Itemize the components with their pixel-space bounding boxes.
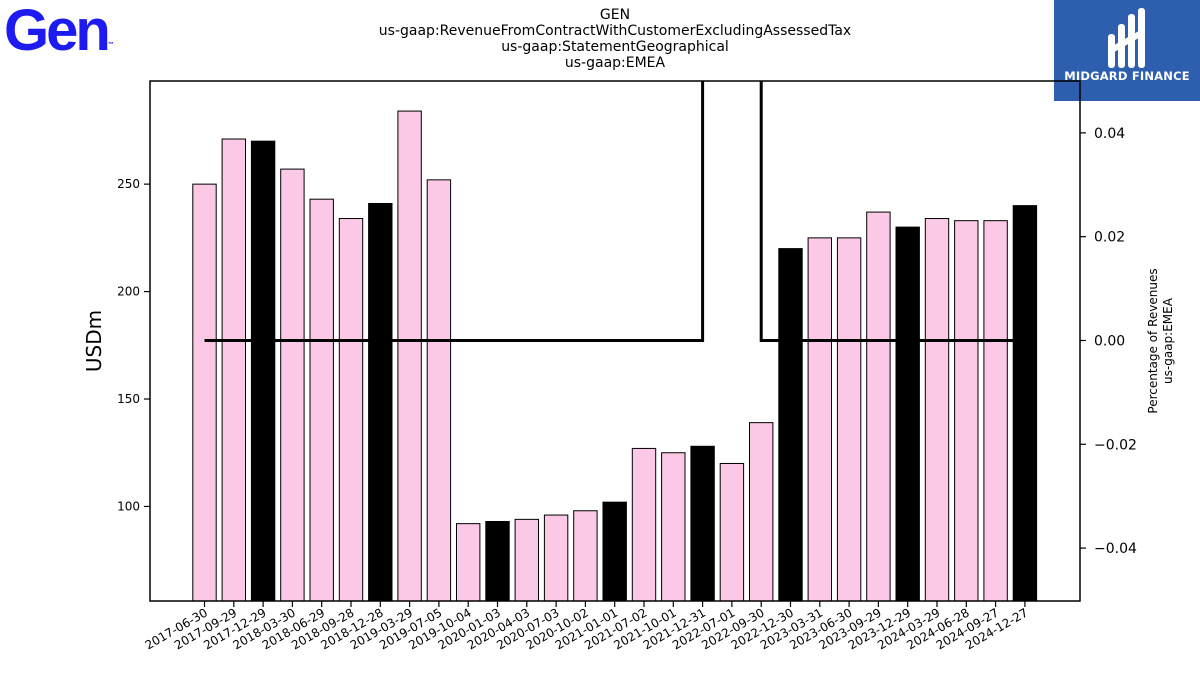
bar-series <box>192 110 1038 602</box>
y-tick-label: 100 <box>117 499 140 513</box>
bar-2018-03-30 <box>280 168 305 602</box>
bar-2020-07-03 <box>543 514 569 602</box>
bar-2023-03-31 <box>807 237 832 602</box>
y2-tick-label: 0.02 <box>1094 230 1125 246</box>
y2-tick-label: 0.04 <box>1094 126 1125 142</box>
bar-2019-07-05 <box>426 179 452 602</box>
gen-logo-tm: ™ <box>107 42 114 48</box>
bar-2023-06-30 <box>836 237 862 602</box>
y2-axis-label-line1: Percentage of Revenues <box>1146 268 1160 413</box>
percentage-line-series <box>204 81 1025 342</box>
bar-2022-12-30 <box>778 248 803 602</box>
right-axis-ticks: 0.04 0.02 0.00 −0.02 −0.04 <box>1080 126 1137 557</box>
y2-tick-label: −0.04 <box>1094 541 1137 557</box>
y2-axis-label-line2: us-gaap:EMEA <box>1161 297 1175 384</box>
bar-2024-09-27 <box>983 220 1008 602</box>
midgard-brand-text: MIDGARD FINANCE <box>1064 69 1190 83</box>
bar-2018-09-28 <box>338 218 364 602</box>
bar-2021-07-02 <box>631 447 657 602</box>
chart-title-block: GEN us-gaap:RevenueFromContractWithCusto… <box>300 7 930 71</box>
bar-2017-12-29 <box>250 140 276 602</box>
bar-2022-09-30 <box>749 422 774 602</box>
x-axis-ticks: 2017-06-302017-09-292017-12-292018-03-30… <box>143 601 1030 652</box>
bar-2017-09-29 <box>221 138 247 602</box>
y-axis-label: USDm <box>82 310 106 372</box>
left-axis-ticks: 100 150 200 250 <box>117 177 150 513</box>
bar-2021-01-01 <box>602 501 627 602</box>
gen-logo: Gen™ <box>4 0 114 62</box>
midgard-finance-logo: MIDGARD FINANCE <box>1054 0 1200 101</box>
chart-title-metric: us-gaap:RevenueFromContractWithCustomerE… <box>378 23 852 39</box>
bar-2017-06-30 <box>192 183 217 602</box>
bar-2018-12-28 <box>368 202 393 602</box>
y2-tick-label: 0.00 <box>1094 333 1125 349</box>
bar-2020-01-03 <box>485 520 510 602</box>
bar-2021-10-01 <box>661 452 686 602</box>
pct-line-segment-1 <box>204 81 705 342</box>
bar-2024-03-29 <box>924 218 950 602</box>
bar-2022-07-01 <box>719 462 745 602</box>
y-tick-label: 250 <box>117 177 140 191</box>
y-tick-label: 150 <box>117 392 140 406</box>
pct-line-segment-2 <box>759 81 1025 342</box>
bar-2023-12-29 <box>895 226 920 602</box>
bar-2024-06-28 <box>954 220 979 602</box>
chart-title-company: GEN <box>599 7 631 23</box>
bar-2020-04-03 <box>514 518 539 602</box>
midgard-mark-icon <box>1108 8 1145 68</box>
bar-2024-12-27 <box>1012 205 1038 602</box>
bar-2021-12-31 <box>690 445 715 602</box>
bar-2019-03-29 <box>397 110 422 602</box>
bar-2018-06-29 <box>309 198 334 602</box>
bar-2023-09-29 <box>866 211 891 602</box>
gen-logo-text: Gen <box>4 0 111 63</box>
y2-tick-label: −0.02 <box>1094 437 1137 453</box>
bar-2019-10-04 <box>456 523 481 602</box>
bar-2020-10-02 <box>573 510 598 602</box>
chart-title-axis: us-gaap:StatementGeographical <box>501 39 729 55</box>
chart-title-member: us-gaap:EMEA <box>564 55 666 71</box>
y-tick-label: 200 <box>117 285 140 299</box>
